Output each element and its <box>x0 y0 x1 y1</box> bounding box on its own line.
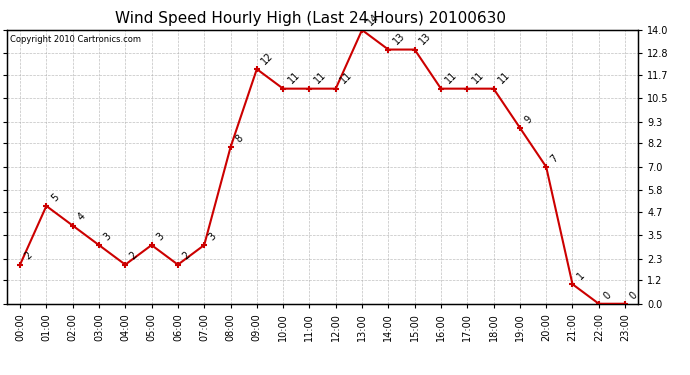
Text: 3: 3 <box>207 231 218 242</box>
Text: 13: 13 <box>417 31 433 47</box>
Text: 5: 5 <box>49 192 61 203</box>
Text: 11: 11 <box>444 70 460 86</box>
Text: 8: 8 <box>233 133 245 144</box>
Text: 11: 11 <box>339 70 354 86</box>
Text: 9: 9 <box>522 114 534 125</box>
Text: 11: 11 <box>312 70 328 86</box>
Text: 2: 2 <box>181 251 192 262</box>
Text: 2: 2 <box>128 251 139 262</box>
Text: 11: 11 <box>286 70 302 86</box>
Text: 14: 14 <box>365 12 381 27</box>
Text: 11: 11 <box>496 70 512 86</box>
Text: 13: 13 <box>391 31 407 47</box>
Text: Copyright 2010 Cartronics.com: Copyright 2010 Cartronics.com <box>10 36 141 45</box>
Text: 1: 1 <box>575 270 586 281</box>
Text: 0: 0 <box>602 290 613 301</box>
Text: 2: 2 <box>23 251 34 262</box>
Text: 7: 7 <box>549 153 560 164</box>
Text: 0: 0 <box>628 290 639 301</box>
Text: 3: 3 <box>155 231 166 242</box>
Text: Wind Speed Hourly High (Last 24 Hours) 20100630: Wind Speed Hourly High (Last 24 Hours) 2… <box>115 11 506 26</box>
Text: 3: 3 <box>101 231 113 242</box>
Text: 4: 4 <box>75 211 87 223</box>
Text: 11: 11 <box>470 70 486 86</box>
Text: 12: 12 <box>259 51 275 66</box>
